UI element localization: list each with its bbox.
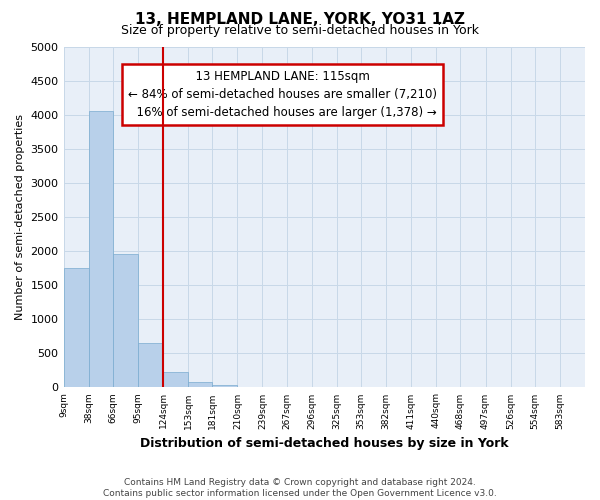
Bar (89, 112, 113, 388)
Bar (64, 268, 89, 388)
Text: Size of property relative to semi-detached houses in York: Size of property relative to semi-detach… (121, 24, 479, 37)
Y-axis label: Number of semi-detached properties: Number of semi-detached properties (15, 114, 25, 320)
Text: 13 HEMPLAND LANE: 115sqm  
← 84% of semi-detached houses are smaller (7,210)
  1: 13 HEMPLAND LANE: 115sqm ← 84% of semi-d… (128, 70, 437, 120)
Text: Contains HM Land Registry data © Crown copyright and database right 2024.
Contai: Contains HM Land Registry data © Crown c… (103, 478, 497, 498)
Bar (163, 372, 188, 388)
X-axis label: Distribution of semi-detached houses by size in York: Distribution of semi-detached houses by … (140, 437, 509, 450)
Bar (212, 386, 238, 388)
Text: 13, HEMPLAND LANE, YORK, YO31 1AZ: 13, HEMPLAND LANE, YORK, YO31 1AZ (135, 12, 465, 28)
Bar (138, 343, 163, 388)
Bar (188, 382, 212, 388)
Bar (113, 254, 138, 388)
